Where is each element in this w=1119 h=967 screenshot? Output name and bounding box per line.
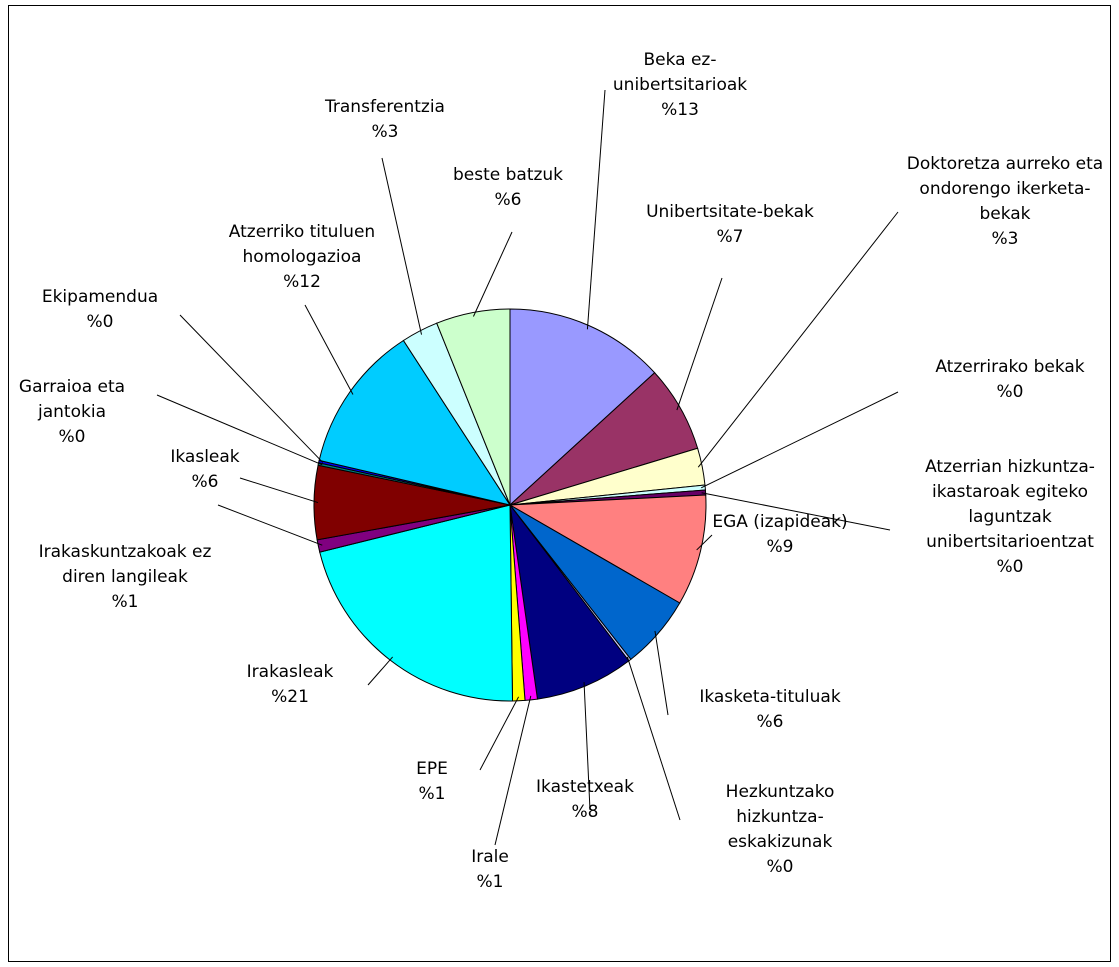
- slice-name: Atzerriko tituluen homologazioa: [228, 222, 376, 267]
- leader-line: [179, 314, 324, 463]
- slice-name: Unibertsitate-bekak: [646, 202, 814, 222]
- leader-line: [697, 211, 899, 468]
- leader-line: [381, 157, 423, 335]
- slice-name: EPE: [416, 759, 448, 779]
- slice-label: Beka ez-unibertsitarioak %13: [605, 48, 755, 123]
- slice-name: Irakaskuntzakoak ez diren langileak: [38, 542, 212, 587]
- leader-line: [239, 477, 319, 504]
- slice-value: %6: [191, 472, 219, 492]
- slice-label: Atzerrirako bekak %0: [910, 355, 1110, 405]
- slice-name: Atzerrirako bekak: [935, 357, 1085, 377]
- slice-value: %6: [756, 712, 784, 732]
- leader-line: [156, 394, 323, 466]
- slice-label: Hezkuntzako hizkuntza-eskakizunak %0: [723, 780, 838, 880]
- slice-value: %0: [58, 427, 86, 447]
- leader-line: [367, 656, 394, 686]
- slice-name: Ekipamendua: [41, 287, 159, 307]
- slice-value: %3: [371, 122, 399, 142]
- slice-label: Doktoretza aurreko eta ondorengo ikerket…: [905, 152, 1105, 252]
- pie-slice: [509, 308, 656, 507]
- slice-label: EGA (izapideak) %9: [680, 510, 880, 560]
- slice-label: Ikasketa-tituluak %6: [680, 685, 860, 735]
- slice-name: Doktoretza aurreko eta ondorengo ikerket…: [906, 154, 1104, 224]
- slice-value: %1: [418, 784, 446, 804]
- slice-value: %0: [996, 557, 1024, 577]
- leader-line: [701, 492, 891, 531]
- slice-label: Ekipamendua %0: [35, 285, 165, 335]
- pie-slice: [436, 308, 511, 506]
- slice-label: Garraioa eta jantokia %0: [12, 375, 132, 450]
- slice-name: Irale: [471, 847, 509, 867]
- slice-name: Beka ez-unibertsitarioak: [612, 50, 748, 95]
- pie-slice: [318, 339, 512, 506]
- leader-line: [304, 304, 354, 395]
- slice-label: Irakasleak %21: [230, 660, 350, 710]
- slice-label: Irale %1: [460, 845, 520, 895]
- leader-line: [696, 534, 713, 551]
- slice-name: Ikastetxeak: [536, 777, 634, 797]
- slice-name: beste batzuk: [452, 165, 564, 185]
- slice-value: %0: [996, 382, 1024, 402]
- slice-label: Unibertsitate-bekak %7: [620, 200, 840, 250]
- slice-name: Ikasleak: [170, 447, 240, 467]
- slice-value: %1: [476, 872, 504, 892]
- slice-label: Ikastetxeak %8: [520, 775, 650, 825]
- pie-slice: [508, 494, 707, 604]
- slice-name: Irakasleak: [246, 662, 334, 682]
- slice-value: %0: [86, 312, 114, 332]
- slice-label: Transferentzia %3: [315, 95, 455, 145]
- slice-label: Ikasleak %6: [155, 445, 255, 495]
- slice-label: Atzerrian hizkuntza-ikastaroak egiteko l…: [915, 455, 1105, 580]
- slice-name: EGA (izapideak): [712, 512, 848, 532]
- leader-line: [676, 277, 723, 411]
- leader-line: [494, 695, 532, 846]
- slice-name: Garraioa eta jantokia: [18, 377, 126, 422]
- leader-line: [583, 682, 591, 811]
- slice-value: %6: [494, 190, 522, 210]
- leader-line: [586, 89, 606, 330]
- slice-name: Transferentzia: [325, 97, 445, 117]
- leader-line: [654, 630, 669, 716]
- slice-value: %8: [571, 802, 599, 822]
- slice-label: beste batzuk %6: [448, 163, 568, 213]
- slice-value: %0: [766, 857, 794, 877]
- leader-line: [217, 504, 323, 546]
- slice-label: Atzerriko tituluen homologazioa %12: [212, 220, 392, 295]
- slice-value: %7: [716, 227, 744, 247]
- leader-line: [472, 231, 513, 317]
- leader-line: [626, 656, 681, 821]
- slice-value: %21: [271, 687, 309, 707]
- slice-value: %13: [661, 100, 699, 120]
- pie-slice: [509, 503, 630, 700]
- slice-value: %3: [991, 229, 1019, 249]
- leader-line: [479, 696, 520, 771]
- slice-value: %12: [283, 272, 321, 292]
- slice-label: EPE %1: [402, 757, 462, 807]
- slice-name: Ikasketa-tituluak: [699, 687, 841, 707]
- slice-name: Hezkuntzako hizkuntza-eskakizunak: [725, 782, 835, 852]
- slice-value: %9: [766, 537, 794, 557]
- slice-name: Atzerrian hizkuntza-ikastaroak egiteko l…: [925, 457, 1095, 552]
- slice-label: Irakaskuntzakoak ez diren langileak %1: [35, 540, 215, 615]
- leader-line: [701, 391, 899, 489]
- slice-value: %1: [111, 592, 139, 612]
